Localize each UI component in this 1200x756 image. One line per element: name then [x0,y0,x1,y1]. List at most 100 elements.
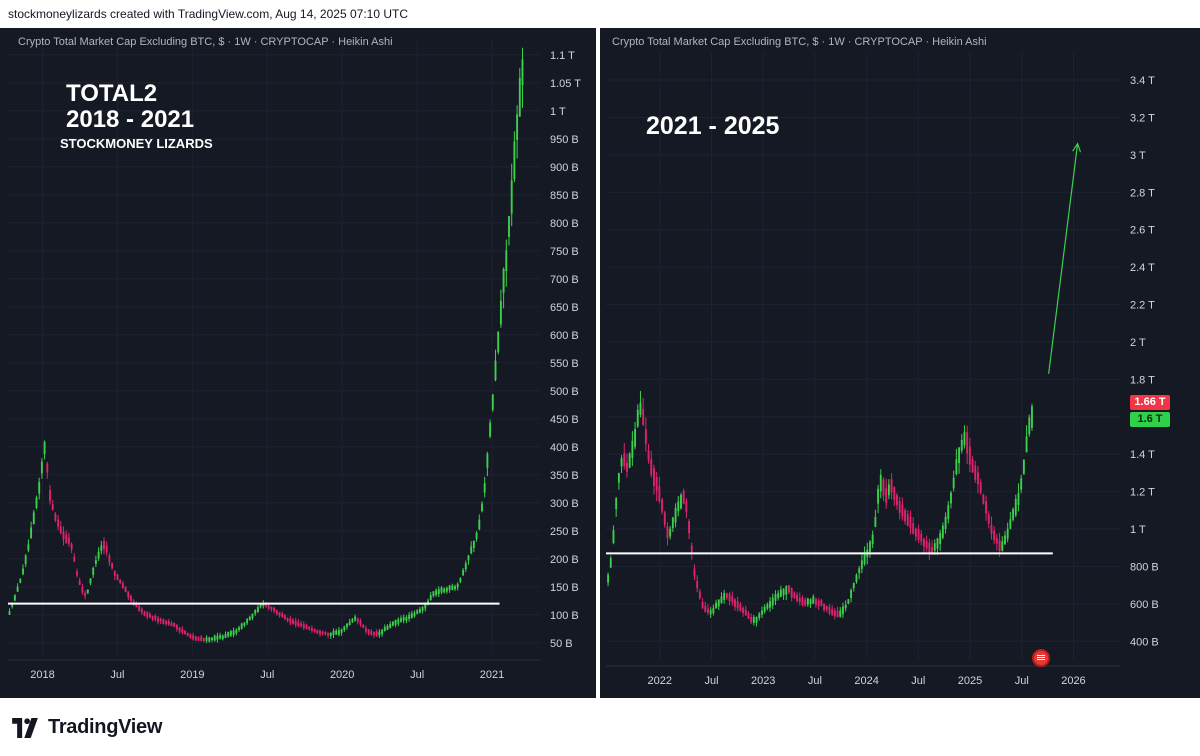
x-tick-label: 2019 [180,669,204,681]
candle-body [211,637,213,641]
candle-body [505,250,508,272]
candle-body [391,621,394,626]
candle-body [607,574,610,583]
candle-body [273,607,276,612]
y-tick-label: 950 B [550,134,579,146]
candle-body [1001,541,1004,551]
right-chart-pane[interactable]: 400 B 600 B 800 B 1 T 1.2 T 1.4 T 1.6 T 1.8 T 2 … [600,28,1200,698]
candle-body [510,180,513,214]
candle-body [661,499,664,512]
candle-body [294,620,297,626]
candle-body [138,605,141,611]
candle-body [130,596,132,601]
candle-body [941,525,944,538]
candle-body [197,636,200,641]
candle-body [216,635,219,640]
candle-body [394,619,397,625]
candle-body [734,599,736,607]
candle-body [205,637,208,641]
candle-body [89,578,92,584]
candle-body [701,601,704,609]
candle-body [977,472,979,485]
candle-body [521,59,524,86]
candle-body [54,513,57,521]
candle-body [666,526,669,539]
candle-body [16,586,19,592]
target-arrow-head [1072,142,1082,153]
candle-body [445,587,448,592]
y-tick-label: 3 T [1130,150,1146,162]
x-tick-label: 2026 [1061,675,1085,687]
candle-body [354,616,357,621]
candle-body [882,479,885,496]
candle-body [890,479,893,493]
candle-body [119,579,122,584]
y-tick-label: 200 B [550,554,579,566]
candle-body [952,477,955,489]
candle-body [308,626,311,630]
candle-body [432,591,435,596]
candle-body [609,558,612,568]
target-arrow[interactable] [1048,143,1079,374]
us-flag-icon[interactable] [1032,649,1050,667]
candle-body [405,617,408,621]
candle-body [698,591,701,599]
candle-body [828,607,831,614]
candle-body [690,545,693,554]
candle-body [181,629,184,633]
candle-body [235,629,238,634]
y-tick-label: 300 B [550,498,579,510]
candle-body [936,538,939,549]
y-tick-label: 800 B [1130,561,1159,573]
candle-body [483,483,486,493]
left-chart-title: Crypto Total Market Cap Excluding BTC, $… [18,36,393,48]
y-tick-label: 1.4 T [1130,449,1155,461]
candle-body [332,630,335,636]
candle-body [11,604,14,607]
candle-body [186,632,189,636]
y-tick-label: 450 B [550,414,579,426]
candle-body [375,631,378,637]
candle-body [655,477,658,491]
candle-body [472,541,475,548]
left-chart-pane[interactable]: 50 B 100 B 150 B 200 B 250 B 300 B 350 B 400 B 4… [0,28,596,698]
candle-body [623,453,626,467]
candle-body [19,579,22,583]
candle-body [647,450,650,461]
candle-body [502,269,505,293]
candle-body [86,589,89,594]
tradingview-wordmark: TradingView [48,716,163,738]
candle-body [958,447,961,464]
right-chart-title: Crypto Total Market Cap Excluding BTC, $… [612,36,987,48]
tradingview-logo[interactable]: TradingView [10,716,162,739]
candle-body [1004,535,1006,545]
candle-body [229,631,232,636]
candle-body [219,635,222,639]
candle-body [170,623,173,627]
candle-body [437,589,440,595]
candle-body [184,630,186,635]
candle-body [628,453,631,468]
candle-body [200,636,203,641]
candle-body [159,618,162,622]
candle-body [494,360,497,381]
candle-body [782,588,785,596]
candle-body [847,599,850,604]
candle-body [1020,478,1023,490]
candle-body [620,458,623,467]
candle-body [744,609,747,616]
candle-body [313,629,316,633]
candle-body [43,441,46,455]
candle-body [1009,519,1012,529]
candle-body [923,539,925,547]
candle-body [931,547,934,555]
candle-body [124,587,127,592]
candle-body [820,599,823,606]
y-tick-label: 150 B [550,582,579,594]
candle-body [939,533,942,545]
candle-body [761,610,763,615]
candle-body [292,619,294,624]
candle-body [998,540,1001,551]
candle-body [950,492,952,504]
candle-body [639,402,642,415]
